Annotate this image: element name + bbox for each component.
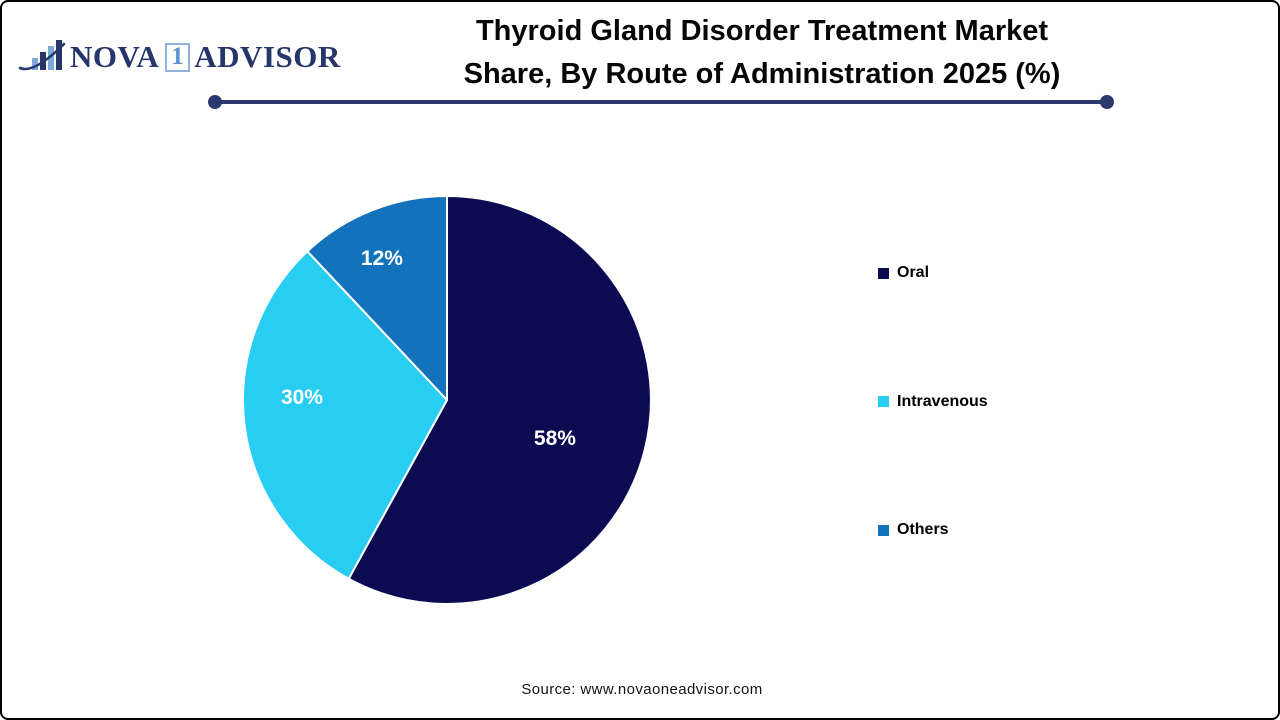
title-underline (215, 100, 1107, 104)
chart-title-line2: Share, By Route of Administration 2025 (… (463, 58, 1061, 90)
chart-title: Thyroid Gland Disorder Treatment Market … (282, 10, 1242, 96)
slice-label-intravenous: 30% (280, 385, 323, 409)
legend-item-intravenous: Intravenous (878, 391, 988, 413)
legend-item-others: Others (878, 519, 949, 541)
pie-svg (242, 195, 652, 605)
pie-chart: 58% 30% 12% (241, 194, 653, 606)
logo: NOVA 1 ADVISOR (18, 34, 341, 80)
legend-swatch-others (878, 524, 889, 536)
pie-slice-others (306, 195, 448, 401)
underline-right-dot (1100, 95, 1114, 109)
slice-label-others: 12% (360, 247, 403, 271)
source-text: Source: www.novaoneadvisor.com (521, 681, 763, 698)
legend-swatch-oral (878, 267, 889, 279)
logo-text-advisor: ADVISOR (194, 39, 341, 74)
bar-chart-swoosh-icon (18, 40, 66, 71)
logo-digit: 1 (165, 42, 191, 72)
legend-item-oral: Oral (878, 262, 929, 284)
logo-text-nova: NOVA (70, 39, 160, 74)
pie-slice-intravenous (242, 250, 448, 580)
legend-label-oral: Oral (897, 264, 930, 281)
logo-text: NOVA 1 ADVISOR (70, 39, 341, 75)
chart-title-line1: Thyroid Gland Disorder Treatment Market (475, 15, 1049, 47)
legend-swatch-intravenous (878, 396, 889, 407)
underline-left-dot (208, 95, 222, 109)
slice-label-oral: 58% (533, 426, 576, 450)
legend-label-others: Others (897, 521, 949, 538)
pie-slice-oral (347, 195, 652, 605)
legend-label-intravenous: Intravenous (897, 392, 988, 410)
